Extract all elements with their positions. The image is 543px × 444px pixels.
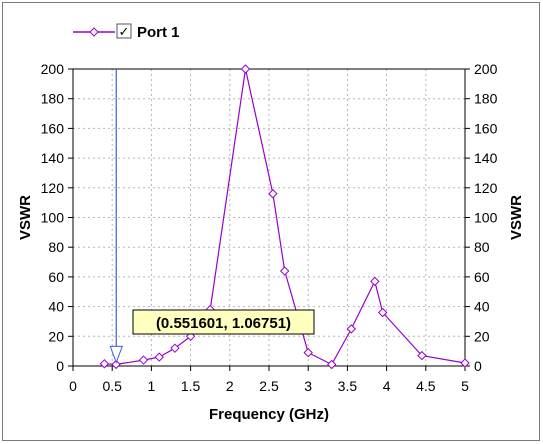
y-axis-right: 0 20 40 60 80 100 120 140 160 180 200 xyxy=(465,61,498,374)
marker-readout-box xyxy=(132,309,315,335)
y-tick-label-right: 40 xyxy=(474,299,490,315)
x-tick-label: 0.5 xyxy=(102,378,122,394)
y-tick-label-left: 40 xyxy=(48,299,64,315)
y-tick-label-right: 60 xyxy=(474,269,490,285)
y-tick-label-left: 60 xyxy=(48,269,64,285)
legend-entry-port-1: Port 1 xyxy=(137,24,180,41)
data-point xyxy=(240,64,251,74)
x-tick-label: 4 xyxy=(383,378,391,394)
x-tick-label: 1 xyxy=(148,378,156,394)
x-tick-label: 2.5 xyxy=(259,378,279,394)
marker-readout-label: (0.551601, 1.06751) xyxy=(156,315,291,332)
y-tick-label-right: 160 xyxy=(474,120,498,136)
marker-arrow-icon xyxy=(109,345,123,364)
data-point xyxy=(138,355,149,365)
y-tick-label-left: 80 xyxy=(48,239,64,255)
data-marker[interactable]: (0.551601, 1.06751) xyxy=(109,69,315,364)
chart-frame xyxy=(2,2,540,441)
y-tick-label-left: 0 xyxy=(56,358,64,374)
data-point xyxy=(346,324,357,334)
series-port-1 xyxy=(99,64,470,370)
y-tick-label-right: 80 xyxy=(474,239,490,255)
y-tick-label-left: 180 xyxy=(41,91,65,107)
x-tick-label: 5 xyxy=(461,378,469,394)
y-tick-label-left: 100 xyxy=(41,210,65,226)
y-tick-label-right: 100 xyxy=(474,210,498,226)
y-tick-label-left: 140 xyxy=(41,150,65,166)
y-tick-label-right: 140 xyxy=(474,150,498,166)
data-point xyxy=(377,307,388,318)
y-axis-title-left: VSWR xyxy=(17,195,34,240)
data-point xyxy=(417,350,427,361)
legend-checkbox[interactable] xyxy=(116,23,132,39)
y-axis-title-right: VSWR xyxy=(508,195,525,240)
y-tick-label-right: 120 xyxy=(474,180,498,196)
data-point xyxy=(268,189,278,199)
checkbox-check-icon: ✓ xyxy=(119,25,130,40)
x-axis-title: Frequency (GHz) xyxy=(209,406,329,423)
y-tick-label-right: 0 xyxy=(474,358,482,374)
data-point xyxy=(327,359,337,370)
data-point xyxy=(370,276,380,287)
legend-diamond-icon xyxy=(89,27,99,37)
data-point xyxy=(154,352,164,362)
y-tick-label-left: 20 xyxy=(48,328,64,344)
data-point xyxy=(111,359,121,370)
grid-lines xyxy=(73,69,465,366)
x-tick-label: 3.5 xyxy=(338,378,358,394)
legend: ✓ Port 1 xyxy=(73,23,180,41)
x-axis: 0 0.5 1 1.5 2 2.5 3 3.5 4 4.5 5 xyxy=(69,366,469,394)
y-tick-label-right: 200 xyxy=(474,61,498,77)
y-tick-label-right: 20 xyxy=(474,328,490,344)
y-tick-label-left: 160 xyxy=(41,120,65,136)
x-tick-label: 0 xyxy=(69,378,77,394)
x-tick-label: 4.5 xyxy=(416,378,436,394)
y-axis-left: 0 20 40 60 80 100 120 140 160 180 200 xyxy=(41,61,73,374)
data-point xyxy=(170,343,180,353)
data-point xyxy=(303,347,313,358)
data-point xyxy=(279,266,290,276)
y-tick-label-right: 180 xyxy=(474,91,498,107)
y-tick-label-left: 120 xyxy=(41,180,65,196)
x-tick-label: 2 xyxy=(226,378,234,394)
x-tick-label: 1.5 xyxy=(181,378,201,394)
y-tick-label-left: 200 xyxy=(41,61,65,77)
x-tick-label: 3 xyxy=(304,378,312,394)
data-point xyxy=(99,359,110,369)
data-point xyxy=(460,358,470,368)
